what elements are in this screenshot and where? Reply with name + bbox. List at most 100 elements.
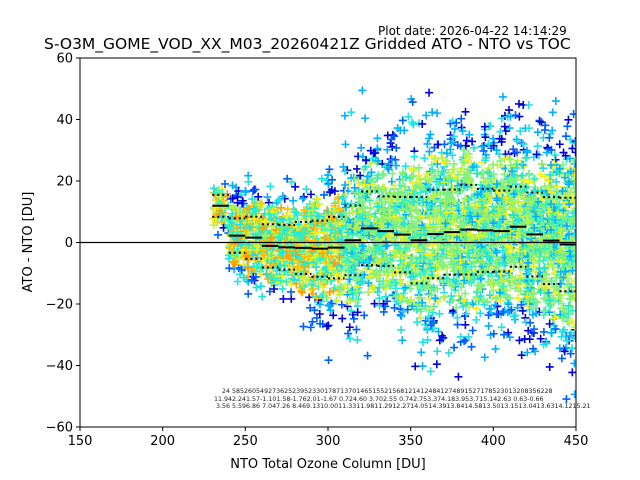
data-point [302, 185, 311, 194]
data-point [274, 233, 283, 242]
data-point [309, 258, 318, 267]
data-point [408, 178, 417, 187]
data-point [386, 281, 395, 290]
data-point [400, 182, 409, 191]
data-point [400, 220, 409, 229]
data-point [415, 211, 424, 220]
data-point [507, 305, 516, 314]
data-point [478, 296, 487, 305]
data-point [565, 230, 574, 239]
chart-title: S-O3M_GOME_VOD_XX_M03_20260421Z Gridded … [44, 35, 571, 53]
data-point [448, 250, 457, 259]
data-point [539, 327, 548, 336]
data-point [491, 300, 500, 309]
data-point [315, 254, 324, 263]
data-point [239, 260, 248, 269]
data-point [407, 172, 416, 181]
data-point [244, 264, 253, 273]
data-point [247, 276, 256, 285]
data-point [506, 256, 515, 265]
data-point [287, 294, 296, 303]
data-point [566, 135, 575, 144]
stats-stds: 3.56 5.596.86 7.047.26 8.469.1310.0011.3… [216, 403, 591, 410]
data-point [319, 228, 328, 237]
x-tick-label: 450 [564, 434, 589, 449]
data-point [524, 217, 533, 226]
data-point [493, 234, 502, 243]
data-point [350, 269, 359, 278]
data-point [496, 156, 505, 165]
data-point [431, 294, 440, 303]
data-point [567, 189, 576, 198]
data-point [564, 180, 573, 189]
data-point [497, 135, 506, 144]
data-point [225, 264, 234, 273]
data-point [383, 276, 392, 285]
data-point [509, 210, 518, 219]
data-point [336, 284, 345, 293]
data-point [341, 181, 350, 190]
data-point [238, 196, 247, 205]
data-point [293, 250, 302, 259]
data-point [324, 237, 333, 246]
data-point [464, 153, 473, 162]
data-point [230, 240, 239, 249]
data-point [511, 111, 520, 120]
data-point [450, 124, 459, 133]
data-point [363, 257, 372, 266]
data-point [504, 328, 513, 337]
data-point [429, 283, 438, 292]
data-point [278, 284, 287, 293]
x-tick-label: 150 [68, 434, 93, 449]
data-point [262, 261, 271, 270]
data-point [517, 159, 526, 168]
data-point [278, 229, 287, 238]
data-point [349, 314, 358, 323]
data-point [294, 220, 303, 229]
data-point [461, 141, 470, 150]
data-point [562, 222, 571, 231]
data-point [570, 359, 576, 368]
data-point [569, 235, 576, 244]
data-point [491, 344, 500, 353]
data-point [289, 196, 298, 205]
data-point [536, 170, 545, 179]
data-point [406, 295, 415, 304]
data-point [539, 265, 548, 274]
data-point [410, 152, 419, 161]
data-point [397, 312, 406, 321]
data-point [542, 270, 551, 279]
data-point [493, 161, 502, 170]
data-point [341, 140, 350, 149]
data-point [330, 207, 339, 216]
data-point [316, 267, 325, 276]
stats-means: 11.942.241.57-1.101.58-1.762.01-1.67 0.7… [214, 396, 544, 403]
data-point [395, 216, 404, 225]
data-point [328, 175, 337, 184]
data-point [439, 293, 448, 302]
data-point [464, 165, 473, 174]
data-point [544, 207, 553, 216]
data-point [390, 132, 399, 141]
data-point [229, 202, 238, 211]
data-point [263, 193, 272, 202]
data-point [459, 158, 468, 167]
data-point [432, 360, 441, 369]
data-point [555, 164, 564, 173]
data-point [460, 337, 469, 346]
data-point [338, 314, 347, 323]
data-point [517, 351, 526, 360]
data-point [393, 124, 402, 133]
data-point [500, 170, 509, 179]
data-point [402, 196, 411, 205]
data-point [468, 163, 477, 172]
data-point [505, 333, 514, 342]
y-axis-label: ATO - NTO [DU] [21, 192, 36, 293]
data-point [423, 194, 432, 203]
data-point [442, 188, 451, 197]
data-point [401, 283, 410, 292]
data-point [318, 221, 327, 230]
data-point [358, 197, 367, 206]
data-point [420, 254, 429, 263]
